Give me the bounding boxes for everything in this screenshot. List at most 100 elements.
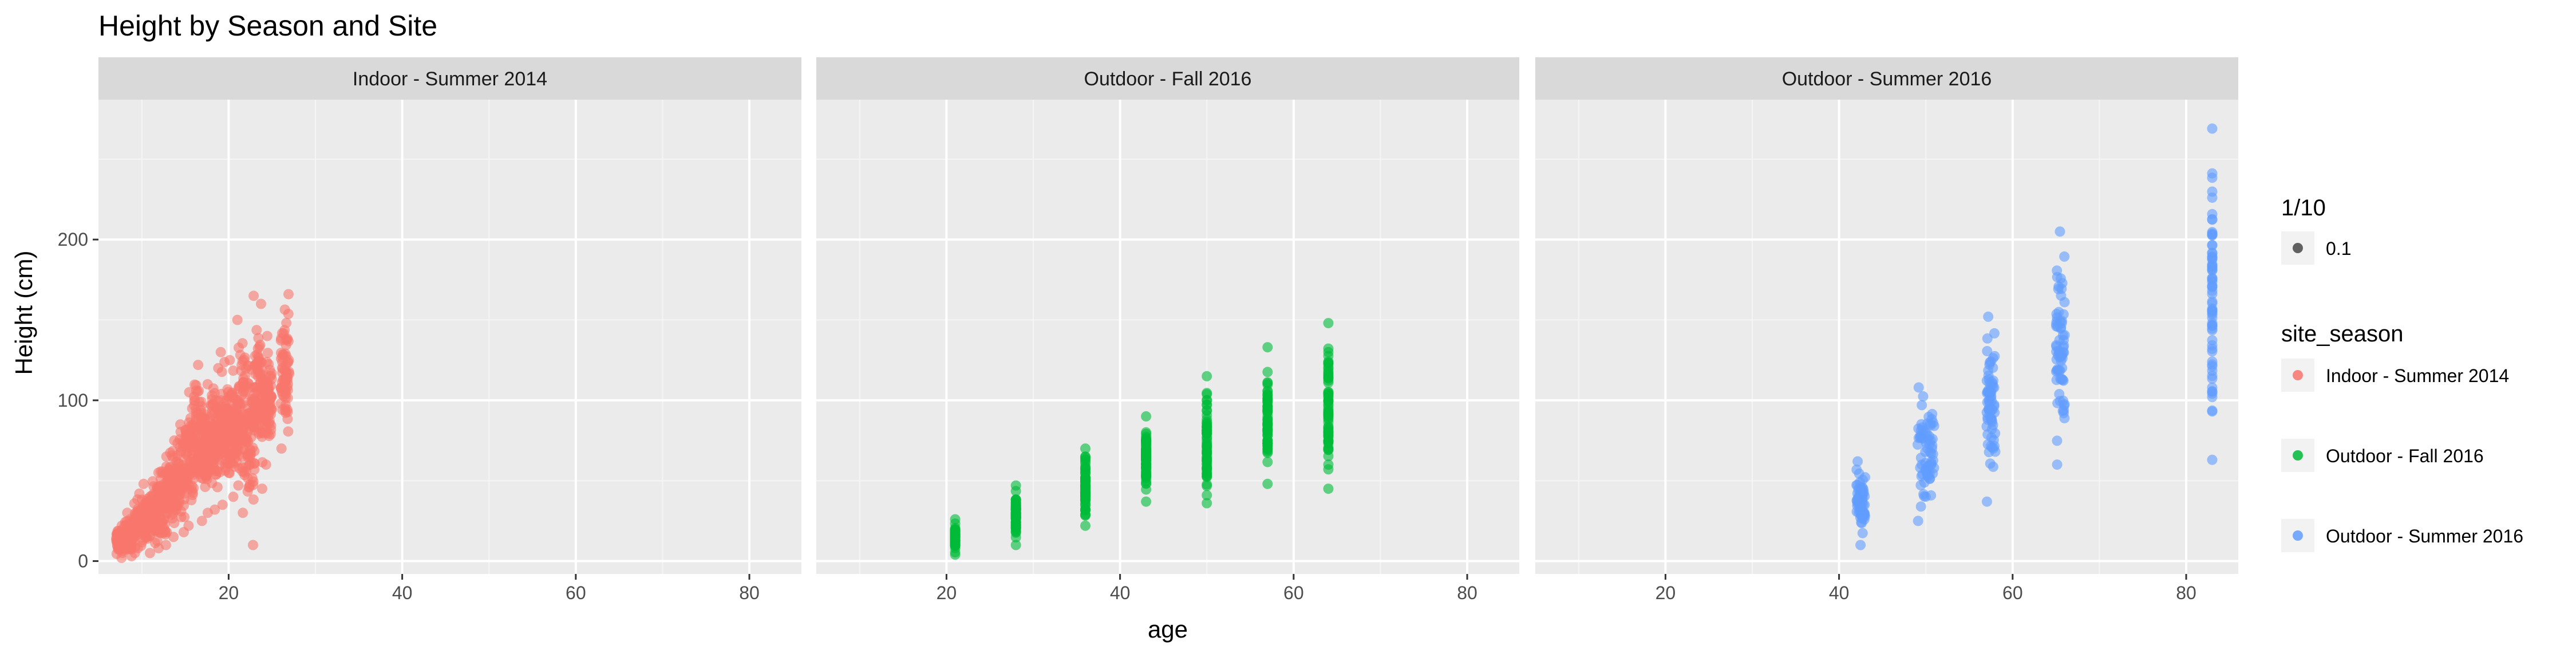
data-point [199, 454, 210, 465]
data-point [224, 416, 235, 427]
data-point [215, 431, 226, 442]
data-point [1202, 448, 1212, 459]
data-point [138, 514, 149, 525]
data-point [1010, 540, 1021, 550]
data-point [1929, 462, 1939, 473]
data-point [1141, 496, 1152, 507]
color-legend-title: site_season [2281, 321, 2403, 347]
data-point [1913, 439, 1923, 450]
data-point [228, 365, 239, 376]
data-point [2207, 373, 2218, 384]
data-point [2059, 330, 2070, 340]
data-point [224, 355, 235, 365]
data-point [950, 525, 961, 536]
data-point [1202, 371, 1212, 381]
data-point [1141, 471, 1152, 482]
data-point [1080, 505, 1091, 516]
data-point [1858, 513, 1868, 524]
y-axis-label: Height (cm) [10, 250, 37, 375]
data-point [1983, 311, 1994, 322]
facet-panel: Outdoor - Fall 2016 [816, 57, 1519, 574]
data-point [2207, 365, 2218, 376]
color-legend-key [2293, 530, 2303, 541]
data-point [2207, 289, 2218, 300]
data-point [1202, 418, 1212, 429]
data-point [1323, 370, 1334, 381]
data-point [281, 317, 292, 328]
data-point [1262, 447, 1273, 458]
data-point [280, 407, 291, 418]
data-point [160, 540, 171, 550]
data-point [283, 309, 294, 319]
data-point [217, 499, 228, 510]
data-point [193, 360, 204, 371]
data-point [2207, 392, 2218, 403]
data-point [147, 490, 157, 501]
data-point [251, 325, 262, 336]
data-point [950, 540, 961, 550]
data-point [2207, 254, 2218, 265]
data-point [1262, 342, 1273, 353]
data-point [1852, 456, 1863, 467]
x-tick-label: 80 [2176, 583, 2196, 603]
data-point [262, 331, 272, 341]
color-legend-key [2293, 370, 2303, 380]
data-point [2052, 265, 2063, 276]
data-point [257, 483, 267, 494]
data-point [2059, 413, 2070, 424]
data-point [1010, 497, 1021, 508]
data-point [232, 314, 243, 325]
data-point [155, 466, 166, 477]
data-point [2207, 406, 2218, 417]
color-legend-label: Outdoor - Summer 2016 [2326, 526, 2523, 546]
data-point [1856, 489, 1867, 500]
data-point [1913, 382, 1924, 393]
alpha-legend-label: 0.1 [2326, 238, 2351, 259]
data-point [250, 403, 261, 414]
data-point [2056, 290, 2067, 301]
panels: Indoor - Summer 2014 Outdoor - Fall 2016 O… [98, 57, 2238, 574]
data-point [278, 349, 289, 360]
legend: 1/100.1 site_season Indoor - Summer 2014 Ou… [2281, 195, 2523, 552]
data-point [280, 376, 291, 387]
facet-panel: Indoor - Summer 2014 [98, 57, 801, 574]
data-point [262, 348, 273, 359]
data-point [1202, 498, 1212, 509]
data-point [1080, 491, 1091, 502]
data-point [2207, 296, 2218, 307]
data-point [262, 357, 272, 367]
data-point [1010, 505, 1021, 516]
data-point [239, 352, 250, 363]
data-point [215, 395, 226, 406]
x-tick-label: 60 [1283, 583, 1304, 603]
data-point [198, 420, 209, 431]
data-point [1202, 481, 1212, 491]
data-point [172, 438, 183, 449]
data-point [1982, 412, 1993, 423]
data-point [141, 532, 152, 542]
data-point [228, 491, 239, 502]
data-point [1262, 367, 1273, 377]
data-point [145, 548, 155, 558]
data-point [2053, 281, 2064, 292]
y-tick-label: 200 [58, 229, 88, 250]
data-point [1982, 496, 1992, 507]
facet-strip [816, 57, 1519, 100]
data-point [280, 389, 291, 400]
y-tick-label: 0 [78, 551, 88, 572]
data-point [1010, 525, 1021, 536]
data-point [248, 290, 259, 301]
data-point [215, 347, 226, 357]
data-point [191, 385, 202, 396]
data-point [1262, 377, 1273, 388]
data-point [2207, 273, 2218, 284]
data-point [256, 298, 266, 309]
data-point [1141, 435, 1152, 446]
x-tick-label: 40 [392, 583, 413, 603]
data-point [284, 368, 295, 379]
data-point [2207, 263, 2218, 274]
data-point [1323, 377, 1334, 388]
x-tick-label: 60 [566, 583, 586, 603]
data-point [185, 469, 196, 479]
data-point [1323, 356, 1334, 367]
